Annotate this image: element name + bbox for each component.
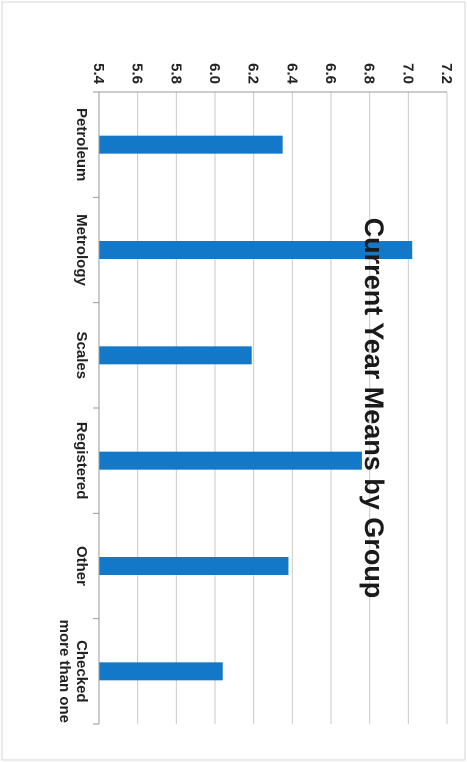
y-tick-label: 6.6 bbox=[322, 63, 339, 84]
category-label: Registered bbox=[73, 422, 90, 500]
y-tick-label: 6.8 bbox=[361, 63, 378, 84]
bar bbox=[99, 662, 223, 681]
bar bbox=[99, 135, 283, 154]
chart-title: Current Year Means by Group bbox=[359, 218, 389, 599]
bars bbox=[98, 135, 413, 681]
category-label: Other bbox=[73, 546, 90, 586]
category-label: Scales bbox=[73, 332, 90, 380]
y-tick-label: 6.2 bbox=[245, 63, 262, 84]
grid-lines bbox=[98, 92, 448, 724]
y-tick-label: 5.8 bbox=[167, 63, 184, 84]
category-label: Petroleum bbox=[73, 108, 90, 181]
y-tick-label: 7.0 bbox=[399, 63, 416, 84]
y-tick-label: 6.4 bbox=[283, 63, 300, 85]
y-tick-label: 6.0 bbox=[206, 63, 223, 84]
bar bbox=[98, 241, 413, 259]
category-label: Checkedmore than one bbox=[56, 620, 90, 723]
bar bbox=[99, 557, 289, 575]
axes bbox=[93, 91, 447, 725]
bar bbox=[99, 346, 252, 365]
y-tick-label: 5.4 bbox=[90, 63, 107, 85]
y-tick-labels: 5.4 5.6 5.8 6.0 6.2 6.4 6.6 6.8 7.0 7.2 bbox=[90, 63, 455, 85]
category-labels: Petroleum Metrology Scales Registered Other C… bbox=[56, 108, 90, 723]
y-tick-label: 5.6 bbox=[129, 63, 146, 84]
y-tick-label: 7.2 bbox=[438, 63, 455, 84]
category-label: Metrology bbox=[73, 214, 90, 286]
bar bbox=[99, 451, 362, 470]
